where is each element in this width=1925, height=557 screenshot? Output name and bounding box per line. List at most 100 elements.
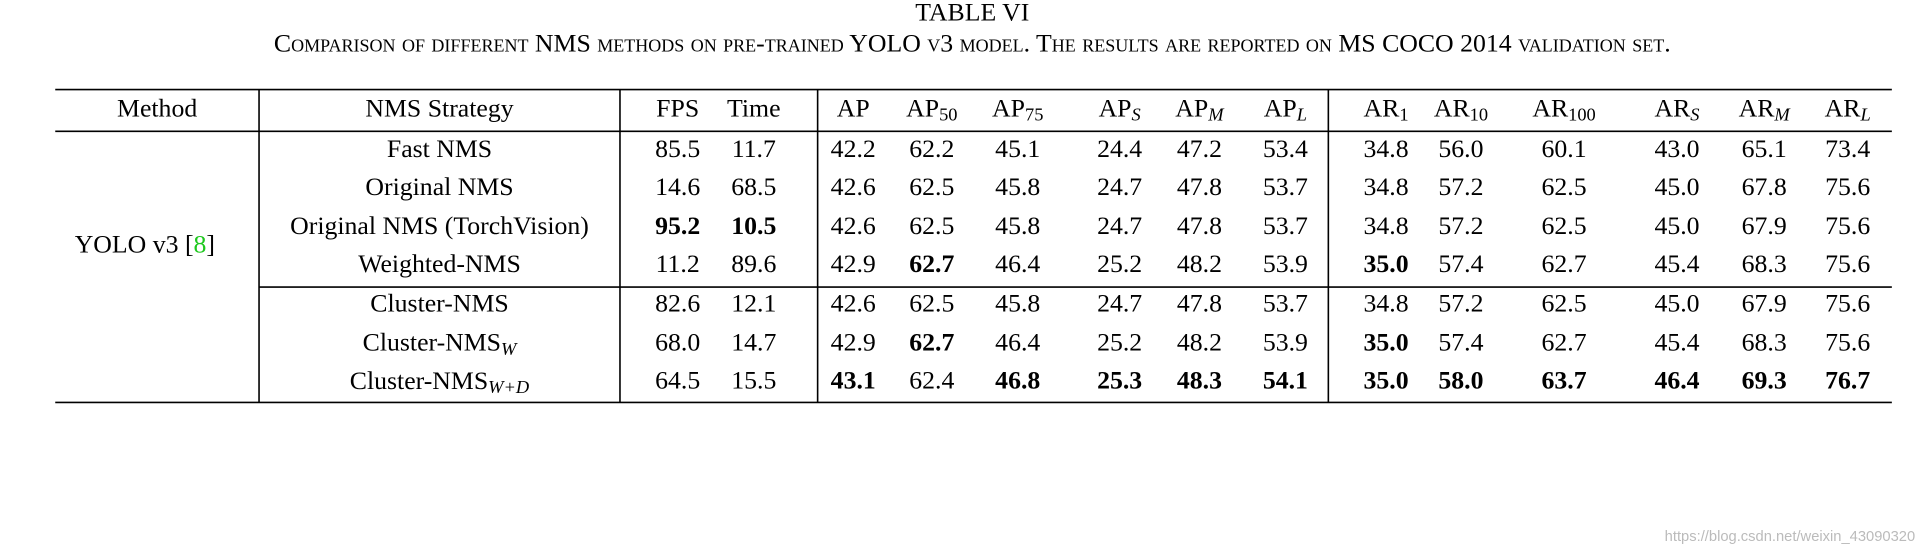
table-cell: 14.6 <box>655 172 700 201</box>
column-header-text: FPS <box>656 93 699 122</box>
column-header: AP75 <box>992 93 1043 124</box>
strategy-cell-text: Weighted-NMS <box>358 249 521 278</box>
table-cell: 34.8 <box>1363 211 1408 240</box>
column-header: AP <box>837 93 870 122</box>
table-cell: 62.4 <box>909 366 954 395</box>
column-header-subscript: 50 <box>939 105 957 125</box>
table-cell: 82.6 <box>655 288 700 317</box>
table-cell: 42.6 <box>831 172 876 201</box>
column-header: FPS <box>656 93 699 122</box>
table-cell: 68.3 <box>1742 328 1787 357</box>
table-cell: 46.4 <box>1654 366 1699 395</box>
column-header-subscript: 75 <box>1025 105 1043 125</box>
column-header: ARL <box>1825 93 1871 124</box>
column-header-text: NMS Strategy <box>365 93 513 122</box>
table-cell: 62.5 <box>909 211 954 240</box>
table-cell: 45.4 <box>1654 249 1699 278</box>
strategy-cell-text: Cluster-NMS <box>363 328 501 357</box>
table-cell: 75.6 <box>1825 328 1870 357</box>
strategy-cell: Cluster-NMSW <box>363 328 518 359</box>
table-cell: 53.7 <box>1263 211 1308 240</box>
table-cell: 69.3 <box>1742 366 1787 395</box>
table-cell: 60.1 <box>1542 134 1587 163</box>
column-header-subscript: 100 <box>1568 105 1596 125</box>
table-cell: 25.2 <box>1097 328 1142 357</box>
table-cell: 62.5 <box>1542 211 1587 240</box>
strategy-cell-subscript: W+D <box>488 377 529 397</box>
column-header: APM <box>1175 93 1225 124</box>
column-header-text: AR <box>1739 93 1776 122</box>
column-header-text: AR <box>1532 93 1569 122</box>
table-title: TABLE VI <box>915 0 1029 27</box>
strategy-cell: Original NMS <box>365 172 513 201</box>
table-cell: 24.7 <box>1097 172 1142 201</box>
table-cell: 15.5 <box>731 366 776 395</box>
strategy-cell-text: Original NMS (TorchVision) <box>290 211 589 240</box>
table-cell: 65.1 <box>1742 134 1787 163</box>
column-header: AR10 <box>1434 93 1488 124</box>
table-cell: 48.2 <box>1177 328 1222 357</box>
table-cell: 85.5 <box>655 134 700 163</box>
table-cell: 64.5 <box>655 366 700 395</box>
column-header: AR100 <box>1532 93 1595 124</box>
table-cell: 63.7 <box>1542 366 1587 395</box>
table-cell: 57.2 <box>1438 172 1483 201</box>
table-cell: 12.1 <box>731 288 776 317</box>
column-header-text: AR <box>1655 93 1692 122</box>
table-cell: 58.0 <box>1438 366 1483 395</box>
table-cell: 25.2 <box>1097 249 1142 278</box>
column-header-subscript: 10 <box>1470 105 1488 125</box>
table-cell: 75.6 <box>1825 249 1870 278</box>
column-header: APS <box>1099 93 1141 124</box>
strategy-cell: Cluster-NMS <box>370 288 508 317</box>
table-cell: 34.8 <box>1363 134 1408 163</box>
table-cell: 75.6 <box>1825 211 1870 240</box>
table-cell: 89.6 <box>731 249 776 278</box>
column-header-text: AP <box>837 93 870 122</box>
strategy-cell-text: Original NMS <box>365 172 513 201</box>
strategy-cell-text: Cluster-NMS <box>350 366 488 395</box>
method-label: YOLO v3 [8] <box>75 230 215 259</box>
column-header: AR1 <box>1364 93 1409 124</box>
table-cell: 43.0 <box>1654 134 1699 163</box>
table-cell: 54.1 <box>1263 366 1308 395</box>
table-cell: 67.9 <box>1742 211 1787 240</box>
table-cell: 47.8 <box>1177 288 1222 317</box>
table-cell: 53.4 <box>1263 134 1308 163</box>
strategy-cell-subscript: W <box>501 339 518 359</box>
table-cell: 45.8 <box>995 288 1040 317</box>
column-header: NMS Strategy <box>365 93 513 122</box>
table-cell: 76.7 <box>1825 366 1870 395</box>
table-cell: 42.9 <box>831 328 876 357</box>
table-cell: 47.8 <box>1177 211 1222 240</box>
table-cell: 42.9 <box>831 249 876 278</box>
table-cell: 57.2 <box>1438 288 1483 317</box>
column-header: ARS <box>1655 93 1700 124</box>
column-header-subscript: S <box>1132 105 1141 125</box>
table-cell: 53.9 <box>1263 328 1308 357</box>
watermark: https://blog.csdn.net/weixin_43090320 <box>1665 529 1915 545</box>
column-header: AP50 <box>906 93 957 124</box>
table-cell: 42.6 <box>831 211 876 240</box>
table-cell: 62.7 <box>909 249 954 278</box>
table-cell: 35.0 <box>1363 366 1408 395</box>
table-cell: 24.7 <box>1097 211 1142 240</box>
column-header-subscript: S <box>1690 105 1699 125</box>
table-cell: 68.5 <box>731 172 776 201</box>
column-header-text: AP <box>1099 93 1132 122</box>
column-header-subscript: M <box>1207 105 1225 125</box>
strategy-cell: Weighted-NMS <box>358 249 521 278</box>
table-cell: 67.9 <box>1742 288 1787 317</box>
table-cell: 46.8 <box>995 366 1040 395</box>
column-header-text: Method <box>117 93 197 122</box>
table-cell: 75.6 <box>1825 172 1870 201</box>
table-cell: 62.7 <box>1542 328 1587 357</box>
column-header-text: AR <box>1364 93 1401 122</box>
table-cell: 45.0 <box>1654 288 1699 317</box>
column-header-text: Time <box>727 93 780 122</box>
table-cell: 53.7 <box>1263 172 1308 201</box>
column-header-subscript: 1 <box>1399 105 1408 125</box>
column-header-text: AP <box>906 93 939 122</box>
caption: Comparison of different NMS methods on p… <box>274 28 1671 57</box>
